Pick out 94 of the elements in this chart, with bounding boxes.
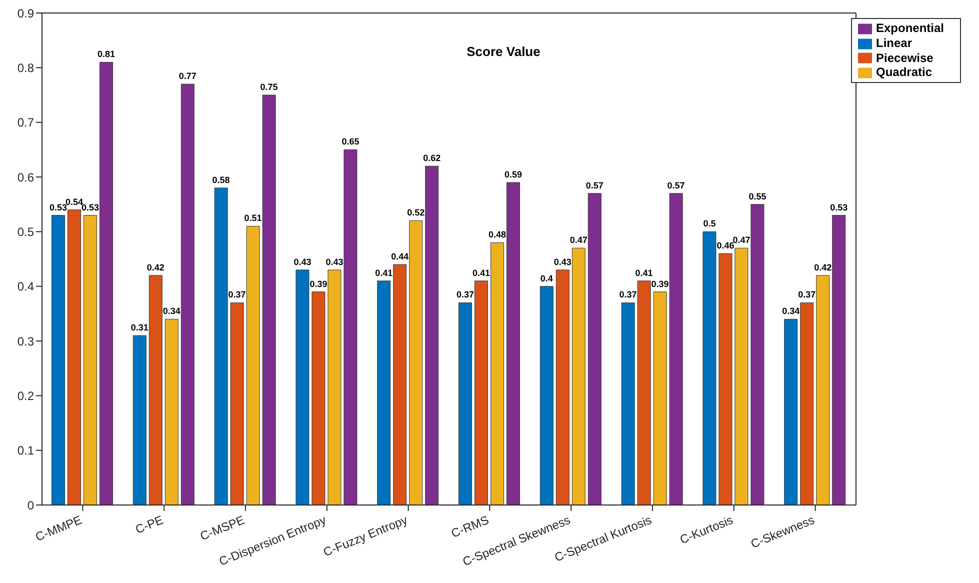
bar [540, 286, 554, 505]
bar [344, 149, 358, 505]
bar [180, 84, 194, 505]
bar [458, 302, 472, 505]
data-label: 0.62 [423, 153, 441, 164]
data-label: 0.46 [716, 240, 734, 251]
y-tick-label: 0.9 [17, 6, 34, 20]
y-tick-label: 0.2 [17, 388, 34, 403]
data-label: 0.34 [782, 306, 800, 316]
data-label: 0.34 [162, 306, 180, 316]
data-label: 0.47 [570, 235, 588, 246]
bar [52, 215, 66, 505]
data-label: 0.37 [798, 290, 816, 300]
bar [230, 302, 244, 505]
bar [409, 220, 423, 505]
y-tick-label: 0.1 [17, 444, 34, 458]
data-label: 0.42 [814, 262, 832, 272]
bar [474, 280, 488, 505]
legend-label: Linear [876, 36, 912, 50]
data-label: 0.47 [732, 235, 750, 246]
bar [734, 248, 748, 505]
data-label: 0.65 [342, 136, 360, 147]
bar [556, 270, 570, 505]
bar [784, 318, 798, 505]
bar [393, 264, 407, 505]
bar [377, 280, 391, 505]
bar [214, 188, 228, 505]
data-label: 0.53 [82, 202, 100, 212]
bar [816, 275, 830, 505]
bar [425, 166, 439, 505]
data-label: 0.5 [703, 218, 716, 229]
y-tick-label: 0.7 [17, 116, 34, 130]
data-label: 0.55 [748, 191, 766, 202]
data-label: 0.41 [472, 268, 490, 278]
legend-label: Exponential [876, 21, 944, 35]
data-label: 0.44 [391, 251, 409, 262]
data-label: 0.59 [504, 169, 522, 180]
bar [637, 280, 651, 505]
bar [653, 292, 667, 505]
bar [588, 193, 602, 505]
data-label: 0.81 [98, 49, 116, 60]
bar [490, 242, 504, 505]
bar [296, 270, 310, 505]
data-label: 0.77 [178, 71, 196, 82]
data-label: 0.52 [407, 208, 425, 218]
data-label: 0.42 [146, 262, 164, 272]
data-label: 0.39 [310, 278, 328, 289]
data-label: 0.48 [488, 230, 506, 240]
bar [572, 248, 586, 505]
x-tick-label: C-PE [133, 512, 166, 537]
data-label: 0.58 [212, 174, 230, 185]
data-label: 0.43 [554, 256, 572, 267]
data-label: 0.43 [326, 256, 344, 267]
data-label: 0.37 [456, 290, 474, 300]
bar [84, 215, 98, 505]
y-tick-label: 0.3 [17, 334, 34, 348]
bar [669, 193, 683, 505]
data-label: 0.4 [540, 273, 553, 284]
bar [100, 62, 114, 505]
data-label: 0.37 [619, 290, 637, 300]
y-tick-label: 0.4 [17, 280, 34, 294]
data-label: 0.37 [228, 290, 246, 300]
bar [328, 270, 342, 505]
bar [621, 302, 635, 505]
legend-label: Quadratic [876, 65, 932, 80]
data-label: 0.41 [635, 268, 653, 278]
data-label: 0.41 [375, 268, 393, 278]
bar [148, 275, 162, 505]
bar [718, 253, 732, 505]
bar [132, 335, 146, 505]
data-label: 0.43 [294, 256, 312, 267]
data-label: 0.51 [244, 213, 262, 224]
bar [800, 302, 814, 505]
bar [312, 292, 326, 505]
bar [832, 215, 846, 505]
data-label: 0.75 [260, 82, 278, 92]
y-tick-label: 0 [27, 498, 34, 512]
data-label: 0.39 [651, 278, 669, 289]
bar [246, 226, 260, 505]
bar [506, 182, 520, 505]
bar [164, 318, 178, 505]
bar [68, 210, 82, 505]
data-label: 0.53 [830, 202, 848, 212]
text: Score Value [466, 44, 540, 59]
bar [702, 231, 716, 505]
data-label: 0.57 [667, 180, 685, 190]
y-tick-label: 0.5 [17, 224, 34, 239]
data-label: 0.31 [130, 322, 148, 333]
data-label: 0.57 [586, 180, 604, 190]
y-tick-label: 0.8 [17, 60, 34, 75]
bar [750, 204, 764, 505]
bar [262, 94, 276, 505]
y-tick-label: 0.6 [17, 170, 34, 184]
legend-label: Piecewise [876, 50, 934, 65]
